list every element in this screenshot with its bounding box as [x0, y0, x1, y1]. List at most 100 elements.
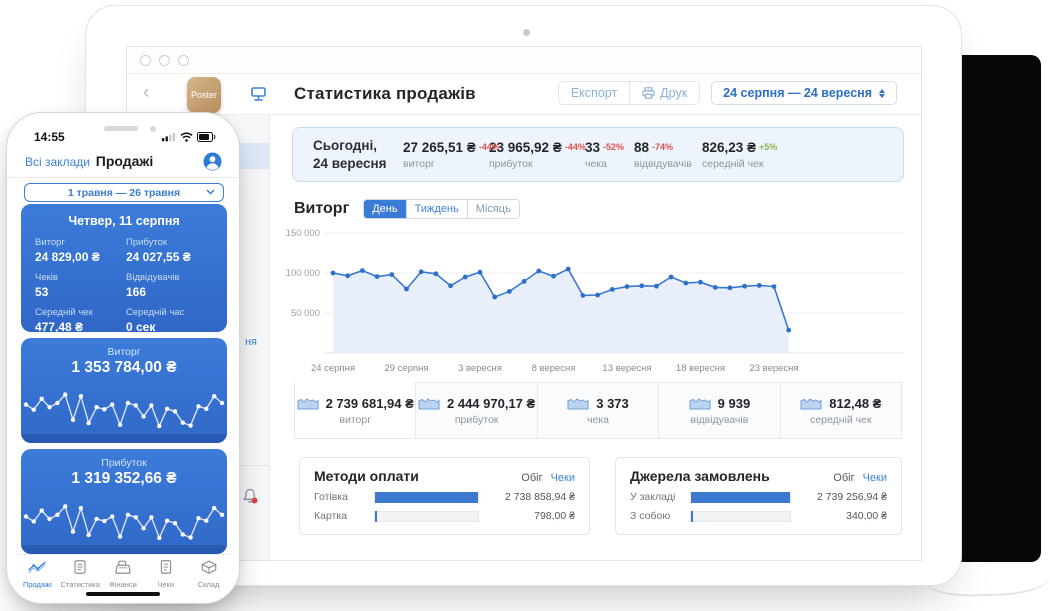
day-card-item: Виторг 24 829,00 ₴ — [35, 237, 122, 264]
stat-label: виторг — [403, 157, 435, 170]
panel-header: Джерела замовлень Обіг Чеки — [630, 468, 887, 484]
phone-page-title: Продажі — [95, 153, 154, 169]
toggle-turnover[interactable]: Обіг — [833, 472, 855, 484]
panel-row: У закладі 2 739 256,94 ₴ — [630, 491, 887, 503]
row-value: 2 739 256,94 ₴ — [816, 491, 887, 503]
day-item-label: Середній чек — [35, 307, 93, 318]
day-summary-card: Четвер, 11 серпня Виторг 24 829,00 ₴ Прибу… — [21, 204, 227, 334]
svg-text:100 000: 100 000 — [286, 268, 320, 279]
metric-tab-value: 812,48 ₴ — [829, 395, 882, 411]
phone-tab-bar: Продажі Статистика Фінанси Чеки Склад — [16, 554, 230, 592]
profit-chart-card: Прибуток 1 319 352,66 ₴ — [21, 449, 227, 554]
stat-delta: -44% — [564, 141, 586, 152]
sparkline-icon — [800, 398, 822, 410]
metric-tab-top: 2 444 970,17 ₴ — [418, 396, 535, 411]
all-venues-link[interactable]: Всі заклади — [25, 155, 90, 169]
export-button[interactable]: Експорт — [558, 82, 630, 104]
metric-tab-top: 3 373 — [567, 396, 629, 411]
toggle-receipts[interactable]: Чеки — [862, 472, 887, 484]
receipt-icon — [156, 559, 176, 578]
day-card-title: Четвер, 11 серпня — [68, 214, 180, 228]
phone-tab-Чеки[interactable]: Чеки — [144, 559, 187, 592]
card-value: 1 353 784,00 ₴ — [71, 359, 177, 376]
trend-icon — [27, 559, 47, 578]
row-bar-track — [690, 491, 791, 503]
phone-nav-bar: Продажі Всі заклади — [25, 152, 224, 176]
back-icon[interactable]: ‹ — [143, 82, 150, 103]
chart-range-tab-День[interactable]: День — [364, 200, 406, 218]
day-card-item: Чеків 53 — [35, 272, 122, 299]
phone-tab-Продажі[interactable]: Продажі — [16, 559, 59, 592]
printer-icon — [642, 87, 655, 99]
stat-value: 27 265,51 ₴ -44% — [403, 139, 500, 155]
stats-icon — [70, 559, 90, 578]
toggle-receipts[interactable]: Чеки — [550, 472, 575, 484]
day-card-item: Прибуток 24 027,55 ₴ — [126, 237, 213, 264]
phone-tab-Статистика[interactable]: Статистика — [59, 559, 102, 592]
window-minimize-button[interactable] — [159, 54, 170, 66]
panel-toggle: Обіг Чеки — [833, 472, 887, 484]
metric-tabs: 2 739 681,94 ₴ виторг 2 444 970,17 ₴ прибут… — [294, 382, 903, 439]
row-label: Картка — [314, 510, 348, 522]
panel-toggle: Обіг Чеки — [521, 472, 575, 484]
svg-text:18 вересня: 18 вересня — [676, 363, 725, 374]
day-card-item: Середній чек 477,48 ₴ — [35, 307, 122, 334]
card-footer-strip — [21, 545, 227, 554]
metric-tab-top: 2 739 681,94 ₴ — [297, 396, 414, 411]
poster-logo[interactable]: Poster — [187, 77, 221, 113]
metric-tab-прибуток[interactable]: 2 444 970,17 ₴ прибуток — [415, 382, 538, 439]
chart-range-tab-Місяць[interactable]: Місяць — [466, 200, 519, 218]
phone-camera — [150, 126, 156, 132]
metric-tab-value: 9 939 — [717, 395, 751, 411]
window-zoom-button[interactable] — [178, 54, 189, 66]
revenue-chart-card: Виторг 1 353 784,00 ₴ — [21, 338, 227, 443]
print-button[interactable]: Друк — [629, 82, 700, 104]
metric-tab-відвідувачів[interactable]: 9 939 відвідувачів — [658, 382, 781, 439]
chart-header: Виторг День Тиждень Місяць — [294, 199, 520, 219]
revenue-sparkline — [23, 392, 225, 429]
payment-methods-panel: Методи оплати Обіг Чеки Готівка 2 738 858,94… — [299, 457, 590, 535]
chart-range-tab-Тиждень[interactable]: Тиждень — [405, 200, 467, 218]
chart-range-tabs: День Тиждень Місяць — [363, 199, 520, 219]
stat-value: 88 -74% — [634, 139, 674, 155]
phone-tab-Склад[interactable]: Склад — [187, 559, 230, 592]
background-device — [955, 55, 1041, 562]
stat-label: середній чек — [702, 157, 764, 170]
summary-stat: 23 965,92 ₴ -44% прибуток — [489, 139, 586, 170]
terminal-icon[interactable] — [250, 86, 267, 107]
metric-tab-чека[interactable]: 3 373 чека — [536, 382, 660, 439]
stat-delta: -74% — [652, 141, 674, 152]
notifications-bell-icon[interactable] — [241, 487, 259, 510]
svg-text:150 000: 150 000 — [286, 228, 320, 239]
home-indicator[interactable] — [86, 591, 160, 596]
metric-tab-виторг[interactable]: 2 739 681,94 ₴ виторг — [294, 382, 417, 439]
toggle-turnover[interactable]: Обіг — [521, 472, 543, 484]
browser-window: ‹ Poster Статистика продажів Експорт Дру… — [126, 46, 922, 561]
metric-tab-value: 2 739 681,94 ₴ — [325, 395, 414, 411]
panel-title: Джерела замовлень — [630, 468, 770, 484]
metric-tab-середній чек[interactable]: 812,48 ₴ середній чек — [779, 382, 903, 439]
phone-tab-label: Статистика — [60, 580, 100, 589]
summary-stat: 27 265,51 ₴ -44% виторг — [403, 139, 500, 170]
panel-row: Готівка 2 738 858,94 ₴ — [314, 491, 575, 503]
svg-text:13 вересня: 13 вересня — [602, 363, 651, 374]
date-range-button[interactable]: 24 серпня — 24 вересня — [711, 81, 897, 105]
stat-value: 826,23 ₴ +5% — [702, 139, 778, 155]
stat-delta: +5% — [759, 141, 778, 152]
summary-stats: 27 265,51 ₴ -44% виторг 23 965,92 ₴ -44% приб… — [403, 140, 883, 170]
wifi-icon — [180, 132, 193, 142]
stat-value: 23 965,92 ₴ -44% — [489, 139, 586, 155]
panel-header: Методи оплати Обіг Чеки — [314, 468, 575, 484]
sparkline-icon — [567, 398, 589, 410]
window-close-button[interactable] — [140, 54, 151, 66]
row-bar-fill — [375, 510, 377, 522]
phone-tab-Фінанси[interactable]: Фінанси — [102, 559, 145, 592]
row-bar-track — [690, 510, 791, 522]
phone-tab-label: Склад — [197, 580, 220, 589]
phone-date-range-button[interactable]: 1 травня — 26 травня — [24, 183, 224, 202]
row-label: З собою — [630, 510, 671, 522]
profile-avatar[interactable] — [203, 152, 222, 176]
panel-row: Картка 798,00 ₴ — [314, 510, 575, 522]
metric-tab-value: 2 444 970,17 ₴ — [447, 395, 536, 411]
